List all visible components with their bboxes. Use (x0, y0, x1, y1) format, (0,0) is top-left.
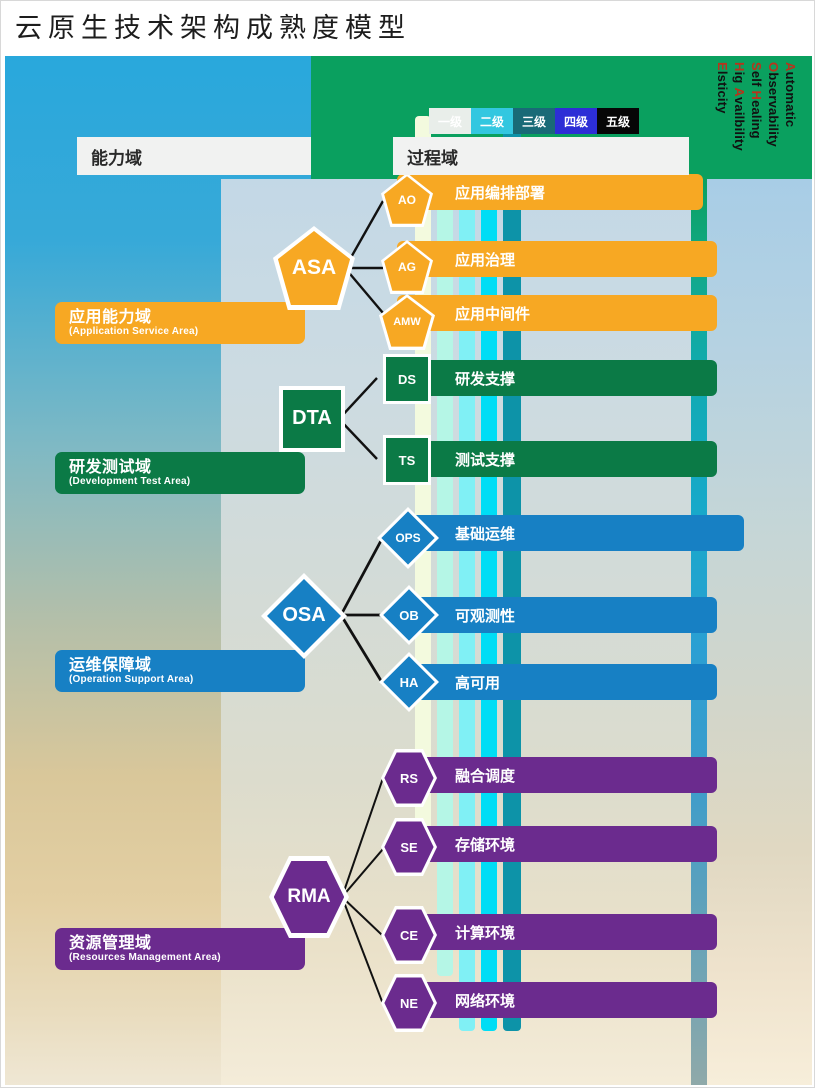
process-bar-ts[interactable]: 测试支撑 (397, 441, 717, 477)
process-bar-ao[interactable]: 应用编排部署 (397, 174, 703, 210)
badge-label: SE (384, 821, 434, 873)
process-label: 计算环境 (455, 924, 516, 942)
domain-abbr: OSA (267, 579, 341, 653)
process-label: 基础运维 (455, 525, 516, 543)
process-label: 可观测性 (455, 607, 516, 625)
badge-label: HA (383, 656, 435, 708)
legend-chip-level-3[interactable]: 三级 (513, 108, 555, 134)
header-process-domain: 过程域 (393, 137, 689, 175)
process-bar-ne[interactable]: 网络环境 (397, 982, 717, 1018)
domain-pill-rma[interactable]: 资源管理域 (Resources Management Area) (55, 928, 305, 970)
maturity-legend: 一级 二级 三级 四级 五级 (429, 108, 639, 134)
process-badge-amw[interactable]: AMW (379, 294, 435, 350)
process-label: 应用治理 (455, 251, 516, 269)
badge-label: OPS (381, 511, 435, 565)
domain-pill-osa[interactable]: 运维保障域 (Operation Support Area) (55, 650, 305, 692)
process-badge-ne[interactable]: NE (381, 974, 437, 1032)
process-badge-ops[interactable]: OPS (377, 507, 439, 569)
process-bar-ce[interactable]: 计算环境 (397, 914, 717, 950)
domain-name-cn: 应用能力域 (69, 308, 152, 326)
diagram-canvas: 应用编排部署 应用治理 应用中间件 AO AG AMW 研发支撑 测试支撑 DS… (5, 56, 812, 1085)
domain-name-en: (Operation Support Area) (69, 673, 194, 685)
axis-label-automatic: Automatic (783, 62, 798, 128)
process-label: 存储环境 (455, 836, 516, 854)
header-label: 过程域 (407, 148, 458, 168)
domain-name-cn: 研发测试域 (69, 458, 152, 476)
process-badge-se[interactable]: SE (381, 818, 437, 876)
header-capability-domain: 能力域 (77, 137, 311, 175)
page-title: 云原生技术架构成熟度模型 (15, 13, 411, 43)
process-label: 研发支撑 (455, 370, 516, 388)
domain-abbr: ASA (277, 231, 351, 305)
process-bar-amw[interactable]: 应用中间件 (397, 295, 717, 331)
process-label: 应用编排部署 (455, 184, 546, 202)
process-bar-ag[interactable]: 应用治理 (397, 241, 717, 277)
legend-label: 一级 (437, 114, 462, 129)
process-bar-rs[interactable]: 融合调度 (397, 757, 717, 793)
process-badge-rs[interactable]: RS (381, 749, 437, 807)
domain-pill-dta[interactable]: 研发测试域 (Development Test Area) (55, 452, 305, 494)
axis-label-high-availability: Hig Availbility (732, 62, 747, 151)
axis-label-elasticity: Elsticity (715, 62, 730, 114)
badge-label: AG (384, 243, 430, 291)
domain-name-en: (Resources Management Area) (69, 951, 221, 963)
domain-pill-asa[interactable]: 应用能力域 (Application Service Area) (55, 302, 305, 344)
process-label: 融合调度 (455, 767, 516, 785)
legend-label: 三级 (521, 114, 546, 129)
process-bar-ops[interactable]: 基础运维 (397, 515, 744, 551)
legend-label: 五级 (605, 114, 630, 129)
legend-chip-level-5[interactable]: 五级 (597, 108, 639, 134)
domain-name-cn: 资源管理域 (69, 934, 152, 952)
domain-name-en: (Development Test Area) (69, 475, 191, 487)
process-bar-ha[interactable]: 高可用 (397, 664, 717, 700)
axis-label-observability: Observability (766, 62, 781, 147)
process-label: 应用中间件 (455, 305, 531, 323)
legend-chip-level-2[interactable]: 二级 (471, 108, 513, 134)
domain-abbr: DTA (282, 389, 342, 449)
badge-label: TS (385, 438, 429, 482)
domain-shape-rma[interactable]: RMA (269, 856, 349, 938)
process-bar-se[interactable]: 存储环境 (397, 826, 717, 862)
domain-name-en: (Application Service Area) (69, 325, 199, 337)
badge-label: AO (384, 176, 430, 224)
legend-label: 四级 (563, 114, 588, 129)
process-badge-ha[interactable]: HA (379, 652, 439, 712)
domain-shape-asa[interactable]: ASA (273, 226, 355, 310)
domain-abbr: RMA (273, 860, 345, 934)
maturity-bar-5 (503, 116, 521, 1031)
legend-chip-level-4[interactable]: 四级 (555, 108, 597, 134)
process-badge-ts[interactable]: TS (383, 435, 431, 485)
domain-shape-dta[interactable]: DTA (279, 386, 345, 452)
process-badge-ao[interactable]: AO (381, 173, 433, 227)
domain-name-cn: 运维保障域 (69, 656, 152, 674)
maturity-axis-labels: Automatic Observability Self Healing Hig… (711, 58, 811, 180)
process-label: 测试支撑 (455, 451, 516, 469)
process-label: 高可用 (455, 674, 501, 692)
process-badge-ag[interactable]: AG (381, 240, 433, 294)
badge-label: NE (384, 977, 434, 1029)
axis-label-self-healing: Self Healing (749, 62, 764, 139)
process-badge-ds[interactable]: DS (383, 354, 431, 404)
title-bar: 云原生技术架构成熟度模型 (1, 1, 814, 56)
badge-label: AMW (382, 297, 432, 347)
badge-label: CE (384, 909, 434, 961)
process-badge-ob[interactable]: OB (379, 585, 439, 645)
badge-label: OB (383, 589, 435, 641)
process-badge-ce[interactable]: CE (381, 906, 437, 964)
badge-label: DS (385, 357, 429, 401)
header-label: 能力域 (91, 148, 142, 168)
domain-shape-osa[interactable]: OSA (261, 573, 347, 659)
process-label: 网络环境 (455, 992, 516, 1010)
process-bar-ob[interactable]: 可观测性 (397, 597, 717, 633)
legend-label: 二级 (479, 114, 504, 129)
badge-label: RS (384, 752, 434, 804)
process-bar-ds[interactable]: 研发支撑 (397, 360, 717, 396)
legend-chip-level-1[interactable]: 一级 (429, 108, 471, 134)
